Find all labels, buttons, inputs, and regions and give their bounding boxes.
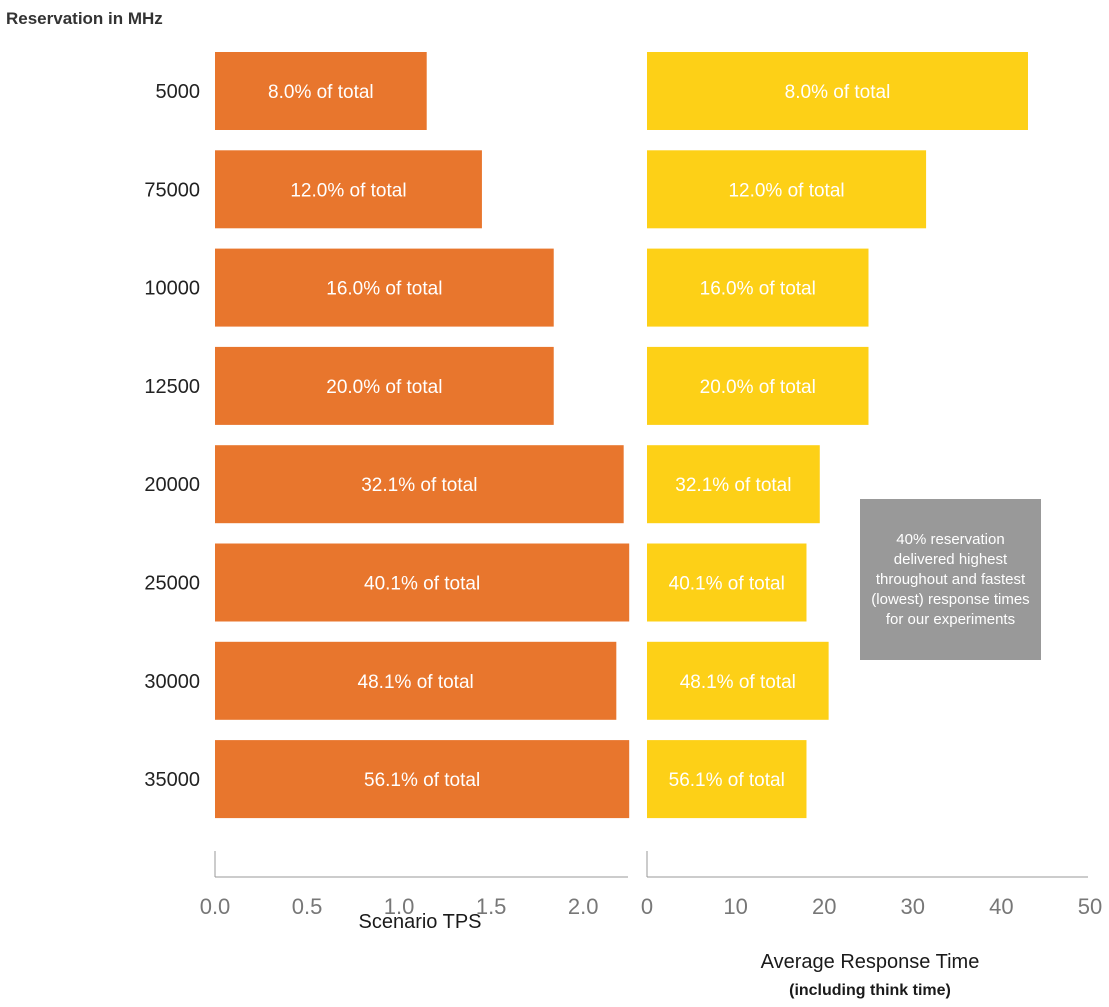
response-time-bar-label: 48.1% of total [680, 672, 796, 693]
tps-bar [215, 248, 554, 327]
response-time-bar [647, 445, 820, 524]
tps-bar-label: 32.1% of total [361, 475, 477, 496]
response-time-bar-label: 8.0% of total [785, 82, 891, 103]
x-axis-title-tps: Scenario TPS [358, 911, 481, 933]
response-time-tick-label: 0 [641, 894, 653, 919]
response-time-bar [647, 543, 807, 622]
tps-bar-label: 12.0% of total [290, 180, 406, 201]
category-label: 20000 [144, 474, 200, 496]
response-time-bar [647, 52, 1028, 130]
category-label: 30000 [144, 671, 200, 693]
tps-tick-label: 0.0 [200, 894, 231, 919]
tps-bar [215, 150, 482, 229]
tps-panel: 8.0% of total 12.0% of total 16.0% of tota… [200, 52, 630, 919]
tps-bar [215, 445, 624, 524]
category-label: 5000 [156, 81, 201, 103]
response-time-bar-label: 56.1% of total [669, 770, 785, 791]
tps-tick-label: 0.5 [292, 894, 323, 919]
y-axis-title: Reservation in MHz [6, 9, 163, 28]
response-time-bar-label: 32.1% of total [675, 475, 791, 496]
response-time-bar-label: 20.0% of total [700, 377, 816, 398]
tps-bar [215, 346, 554, 425]
annotation-note: 40% reservation delivered highest throug… [860, 499, 1041, 660]
tps-bar-label: 16.0% of total [326, 279, 442, 300]
tps-tick-label: 2.0 [568, 894, 599, 919]
response-time-bar [647, 641, 829, 720]
category-label: 25000 [144, 573, 200, 595]
category-label: 10000 [144, 278, 200, 300]
response-time-bar [647, 346, 869, 425]
response-time-bar [647, 150, 927, 229]
category-label: 35000 [144, 769, 200, 791]
response-time-tick-label: 50 [1078, 894, 1102, 919]
response-time-bar-label: 12.0% of total [728, 180, 844, 201]
response-time-bar-label: 40.1% of total [669, 574, 785, 595]
x-axis-title-response: Average Response Time [761, 951, 980, 973]
response-time-bar-label: 16.0% of total [700, 279, 816, 300]
category-labels: 5000 75000 10000 12500 20000 25000 30000 35000 [144, 81, 200, 791]
response-time-tick-label: 40 [989, 894, 1013, 919]
tps-bar [215, 543, 630, 622]
response-time-bar [647, 248, 869, 327]
response-time-tick-label: 10 [723, 894, 747, 919]
tps-tick-label: 1.5 [476, 894, 507, 919]
response-time-tick-label: 20 [812, 894, 836, 919]
tps-tick-label: 1.0 [384, 894, 415, 919]
response-time-bar [647, 740, 807, 819]
tps-bar-label: 40.1% of total [364, 574, 480, 595]
tps-bar [215, 740, 630, 819]
tps-bar-label: 56.1% of total [364, 770, 480, 791]
response-time-panel: 8.0% of total 12.0% of total 16.0% of tota… [641, 52, 1102, 919]
tps-bar [215, 641, 617, 720]
tps-bar [215, 52, 427, 130]
x-axis-subtitle-response: (including think time) [789, 982, 951, 999]
category-label: 75000 [144, 179, 200, 201]
tps-bar-label: 48.1% of total [358, 672, 474, 693]
tps-bar-label: 20.0% of total [326, 377, 442, 398]
tps-bar-label: 8.0% of total [268, 82, 374, 103]
response-time-tick-label: 30 [901, 894, 925, 919]
category-label: 12500 [144, 376, 200, 398]
